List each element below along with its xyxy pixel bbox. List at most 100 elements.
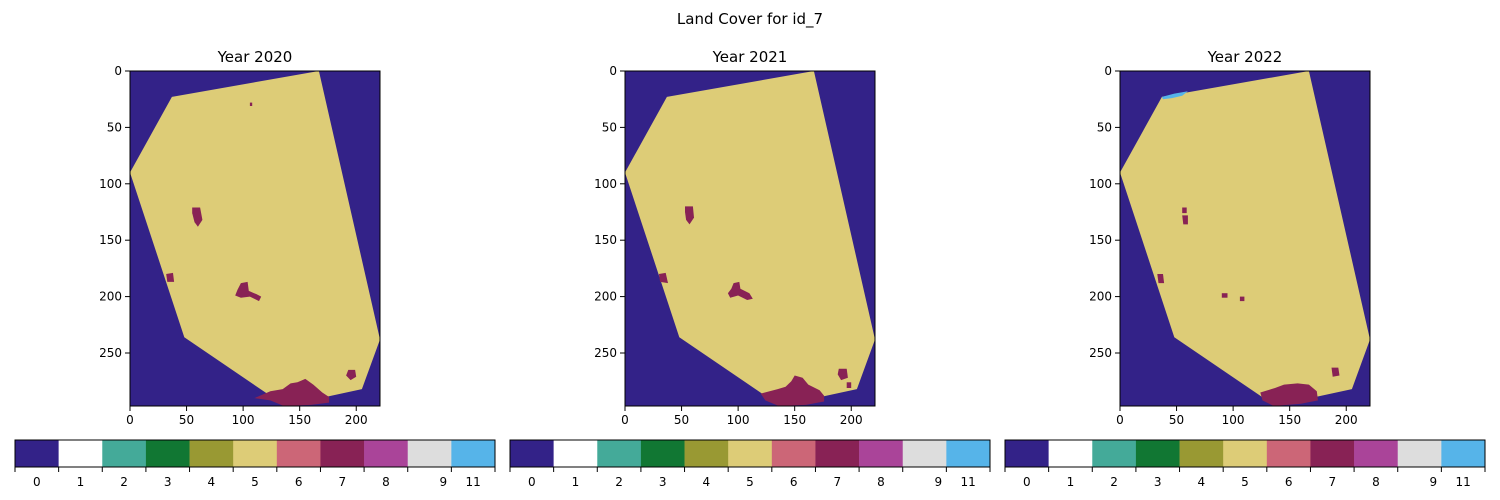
panel-title: Year 2020 [217,48,293,66]
patch-2 [166,272,175,282]
parcel-region [625,71,875,406]
patch-3 [1182,215,1188,225]
colorbar-tick-label: 1 [1067,475,1075,489]
colorbar-tick-label: 3 [164,475,172,489]
x-tick-label: 50 [1169,413,1184,427]
colorbar-segment-8 [1354,440,1399,467]
colorbar-tick-label: 6 [295,475,303,489]
colorbar-segment-11 [1441,440,1486,467]
axes-frame [129,70,381,407]
patch-1 [192,207,203,227]
colorbar-tick-label: 8 [877,475,885,489]
colorbar-segment-5 [1223,440,1268,467]
x-tick-label: 50 [179,413,194,427]
colorbar-segment-4 [1179,440,1224,467]
colorbar-tick-label: 7 [338,475,346,489]
x-tick-label: 200 [840,413,863,427]
y-tick-label: 200 [594,290,617,304]
colorbar-tick-label: 2 [120,475,128,489]
colorbar-2: 0 1 2 3 4 5 6 7 8 9 11 [509,439,991,489]
y-tick-label: 100 [1089,177,1112,191]
colorbar-tick-label: 11 [961,475,976,489]
x-tick-label: 100 [1222,413,1245,427]
colorbar-tick-label: 8 [382,475,390,489]
y-tick-label: 250 [594,346,617,360]
colorbar-tick-label: 4 [703,475,711,489]
colorbar-tick-label: 11 [466,475,481,489]
x-tick-label: 100 [727,413,750,427]
patch-1 [1161,91,1188,100]
colorbar-tick-label: 5 [746,475,754,489]
colorbar-segment-0 [510,440,554,467]
y-tick-label: 200 [1089,290,1112,304]
x-tick-label: 150 [1278,413,1301,427]
colorbar-frame [509,439,991,468]
colorbar-tick-label: 7 [1328,475,1336,489]
colorbar-segment-6 [771,440,816,467]
colorbar-tick-label: 9 [935,475,943,489]
patch-8 [1331,367,1340,377]
axes-frame [624,70,876,407]
y-tick-label: 0 [609,64,617,78]
panel-3: Year 2022 0 50 100 150 200 0 50 100 150 200 250 0 1 2 3… [1004,48,1486,489]
colorbar-tick-label: 11 [1456,475,1471,489]
colorbar-3: 0 1 2 3 4 5 6 7 8 9 11 [1004,439,1486,489]
colorbar-tick-label: 3 [1154,475,1162,489]
x-tick-label: 200 [1335,413,1358,427]
colorbar-segment-7 [320,440,365,467]
y-tick-label: 50 [1097,120,1112,134]
colorbar-segment-5 [728,440,773,467]
x-tick-label: 150 [783,413,806,427]
colorbar-segment-0 [1005,440,1049,467]
patch-3 [235,281,262,302]
colorbar-segment-2 [102,440,147,467]
colorbar-tick-label: 0 [33,475,41,489]
colorbar-tick-label: 5 [1241,475,1249,489]
colorbar-tick-label: 7 [833,475,841,489]
patch-6 [846,382,852,388]
colorbar-segment-5 [233,440,278,467]
y-tick-label: 250 [99,346,122,360]
colorbar-segment-4 [684,440,729,467]
colorbar-frame [14,439,496,468]
colorbar-segment-2 [597,440,642,467]
y-tick-label: 150 [1089,233,1112,247]
colorbar-tick-label: 0 [528,475,536,489]
x-tick-label: 0 [1116,413,1124,427]
colorbar-tick-label: 2 [615,475,623,489]
patch-5 [346,369,357,381]
x-tick-label: 100 [232,413,255,427]
colorbar-tick-label: 1 [77,475,85,489]
colorbar-segment-9 [902,440,947,467]
colorbar-tick-label: 0 [1023,475,1031,489]
y-tick-label: 50 [602,120,617,134]
colorbar-segment-7 [815,440,860,467]
colorbar-tick-label: 8 [1372,475,1380,489]
colorbar-tick-label: 4 [1198,475,1206,489]
y-tick-label: 100 [594,177,617,191]
colorbar-segment-7 [1310,440,1355,467]
colorbar-segment-2 [1092,440,1137,467]
y-tick-label: 150 [594,233,617,247]
panel-2: Year 2021 0 50 100 150 200 0 50 100 150 200 250 0 1 2 3… [509,48,991,489]
colorbar-segment-8 [859,440,904,467]
patch-6 [249,102,253,106]
colorbar-segment-1 [553,440,598,467]
colorbar-tick-label: 2 [1110,475,1118,489]
colorbar-segment-6 [1266,440,1311,467]
colorbar-segment-11 [451,440,496,467]
y-tick-label: 200 [99,290,122,304]
y-tick-label: 250 [1089,346,1112,360]
colorbar-tick-label: 9 [440,475,448,489]
patch-6 [1239,296,1245,302]
patch-5 [837,368,848,381]
colorbar-segment-3 [1135,440,1180,467]
y-tick-label: 50 [107,120,122,134]
patch-4 [254,378,330,406]
colorbar-segment-4 [189,440,234,467]
colorbar-segment-3 [640,440,685,467]
patch-1 [685,206,694,225]
y-tick-label: 0 [1104,64,1112,78]
patch-4 [760,375,825,406]
axes-frame [1119,70,1371,407]
